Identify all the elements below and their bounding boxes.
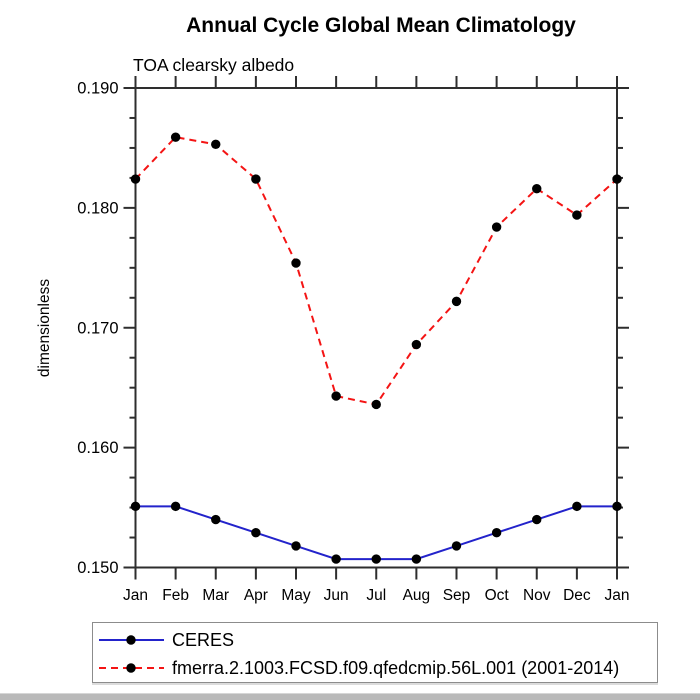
data-point-ceres-Feb [170, 501, 181, 512]
y-axis-tick-label: 0.150 [77, 559, 118, 577]
legend-item-ceres: CERES [98, 626, 657, 654]
legend: CERES fmerra.2.1003.FCSD.f09.qfedcmip.56… [92, 622, 658, 683]
x-axis-tick-label: Nov [523, 587, 551, 604]
x-axis-tick-label: Jul [366, 587, 386, 604]
data-point-ceres-Oct [491, 528, 502, 538]
data-point-fmerra-Nov [532, 183, 542, 194]
x-axis-tick-label: Sep [443, 587, 471, 604]
series-line-ceres [135, 505, 617, 561]
data-point-ceres-Jan [130, 501, 141, 512]
data-point-fmerra-Mar [211, 139, 221, 150]
data-point-ceres-Nov [532, 514, 542, 525]
chart-subtitle: TOA clearsky albedo [133, 55, 295, 75]
data-point-ceres-Jul [371, 554, 381, 564]
data-point-ceres-Sep [451, 541, 462, 551]
data-point-ceres-Jun [331, 554, 341, 564]
series-line-fmerra [134, 136, 618, 406]
x-axis-tick-label: Apr [244, 587, 268, 604]
bottom-window-edge [0, 693, 700, 700]
y-axis-tick-label: 0.180 [77, 199, 118, 217]
legend-item-fmerra: fmerra.2.1003.FCSD.f09.qfedcmip.56L.001 … [98, 654, 657, 682]
data-point-fmerra-Aug [411, 339, 422, 350]
data-point-ceres-May [291, 541, 301, 551]
ceres-line-swatch [99, 635, 164, 645]
plot-frame [134, 87, 618, 569]
x-axis-tick-label: Dec [563, 587, 591, 604]
data-point-fmerra-May [291, 258, 301, 268]
data-point-fmerra-Jul [371, 399, 381, 410]
data-point-fmerra-Jun [331, 391, 341, 401]
x-axis-tick-label: Jan [123, 587, 148, 604]
data-point-fmerra-Feb [170, 132, 181, 142]
data-point-fmerra-Dec [572, 210, 582, 220]
data-point-fmerra-Jan [130, 174, 141, 184]
x-axis-tick-label: Mar [202, 587, 229, 604]
x-axis-tick-label: Oct [485, 587, 510, 604]
data-point-ceres-Apr [251, 528, 261, 538]
data-point-fmerra-Oct [491, 222, 502, 232]
y-axis-tick-label: 0.190 [77, 80, 118, 98]
y-axis-tick-label: 0.170 [77, 319, 118, 337]
x-axis-tick-label: Aug [403, 587, 431, 604]
x-axis-tick-label: Jan [605, 587, 630, 604]
marker-dot-icon [126, 635, 136, 645]
data-point-ceres-Mar [211, 514, 221, 525]
x-axis-tick-label: Feb [162, 587, 189, 604]
marker-dot-icon [126, 663, 136, 673]
chart-title: Annual Cycle Global Mean Climatology [186, 14, 576, 37]
data-point-fmerra-Apr [251, 174, 261, 184]
fmerra-line-swatch [99, 663, 164, 673]
data-point-ceres-Dec [572, 501, 582, 512]
legend-label-ceres: CERES [172, 629, 235, 650]
data-point-fmerra-Jan [612, 174, 622, 184]
x-axis-tick-label: May [281, 587, 311, 604]
legend-label-fmerra: fmerra.2.1003.FCSD.f09.qfedcmip.56L.001 … [172, 657, 620, 678]
data-point-fmerra-Sep [451, 296, 462, 307]
data-point-ceres-Aug [411, 554, 422, 564]
data-point-ceres-Jan [612, 501, 622, 512]
x-axis-tick-label: Jun [324, 587, 349, 604]
y-axis-tick-label: 0.160 [77, 439, 118, 457]
